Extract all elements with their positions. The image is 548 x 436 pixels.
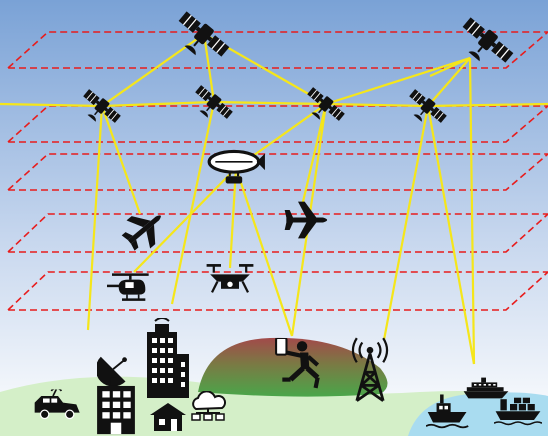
link-geo-satellite-right-to-boat — [468, 57, 476, 365]
link-leo-satellite-4-to-cruise-ship — [426, 105, 476, 365]
link-geo-satellite-left-to-leo-satellite-2 — [202, 33, 216, 103]
link-geo-satellite-right-to-leo-satellite-3 — [325, 56, 471, 106]
link-edge-3 — [429, 56, 471, 78]
link-edge-1 — [0, 102, 103, 108]
link-leo-satellite-1-to-airplane-left — [100, 105, 142, 215]
link-leo-satellite-1-to-leo-satellite-2 — [101, 100, 215, 108]
link-airship-to-drone — [228, 167, 238, 269]
building-icon — [97, 385, 135, 435]
link-airship-to-helicopter — [133, 167, 237, 273]
link-leo-satellite-2-to-leo-satellite-3 — [213, 100, 327, 106]
link-leo-satellite-3-to-leo-satellite-4 — [325, 102, 429, 108]
altitude-layer-5 — [7, 271, 548, 311]
link-leo-satellite-4-to-cell-tower — [382, 105, 430, 341]
link-leo-satellite-3-to-airplane-right — [300, 103, 328, 207]
link-airship-to-runner-with-phone — [234, 167, 294, 337]
link-edge-2 — [427, 102, 548, 108]
ground — [0, 376, 548, 436]
link-leo-satellite-1-to-vehicle — [86, 105, 104, 331]
altitude-layer-3 — [7, 153, 548, 191]
link-leo-satellite-2-to-office-tower — [170, 101, 216, 305]
altitude-layer-4 — [7, 213, 548, 253]
hill — [198, 337, 388, 397]
terrain — [0, 337, 548, 436]
link-geo-satellite-right-to-leo-satellite-4 — [427, 57, 471, 107]
altitude-layer-1 — [7, 31, 548, 69]
